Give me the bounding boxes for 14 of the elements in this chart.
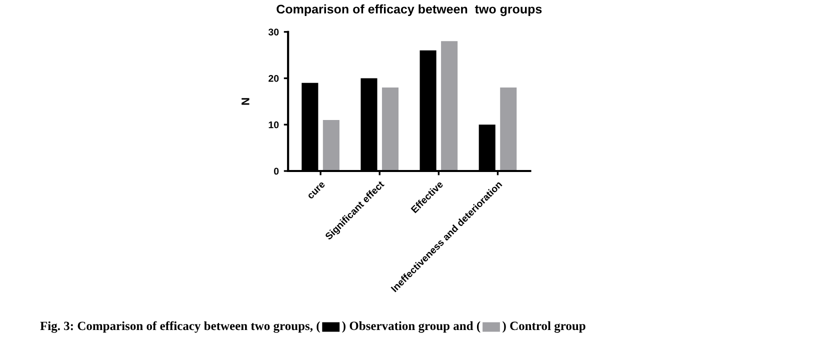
chart-title: Comparison of efficacy between two groups xyxy=(276,4,542,16)
text: ) Control group xyxy=(502,321,586,333)
bar xyxy=(322,120,340,172)
bar xyxy=(441,41,458,172)
y-tick-label: 20 xyxy=(268,74,279,82)
y-axis-title: N xyxy=(242,98,250,105)
y-tick-label: 10 xyxy=(268,121,279,128)
y-tick-label: 0 xyxy=(274,168,279,175)
bar xyxy=(382,88,399,172)
caption: Fig. 3: Comparison of efficacy between two groups, ( xyxy=(40,321,320,333)
text: ) Observation group and ( xyxy=(342,321,480,333)
y-tick-label: 30 xyxy=(268,28,279,36)
bar xyxy=(500,88,517,172)
x-tick-label: cure xyxy=(308,182,326,200)
